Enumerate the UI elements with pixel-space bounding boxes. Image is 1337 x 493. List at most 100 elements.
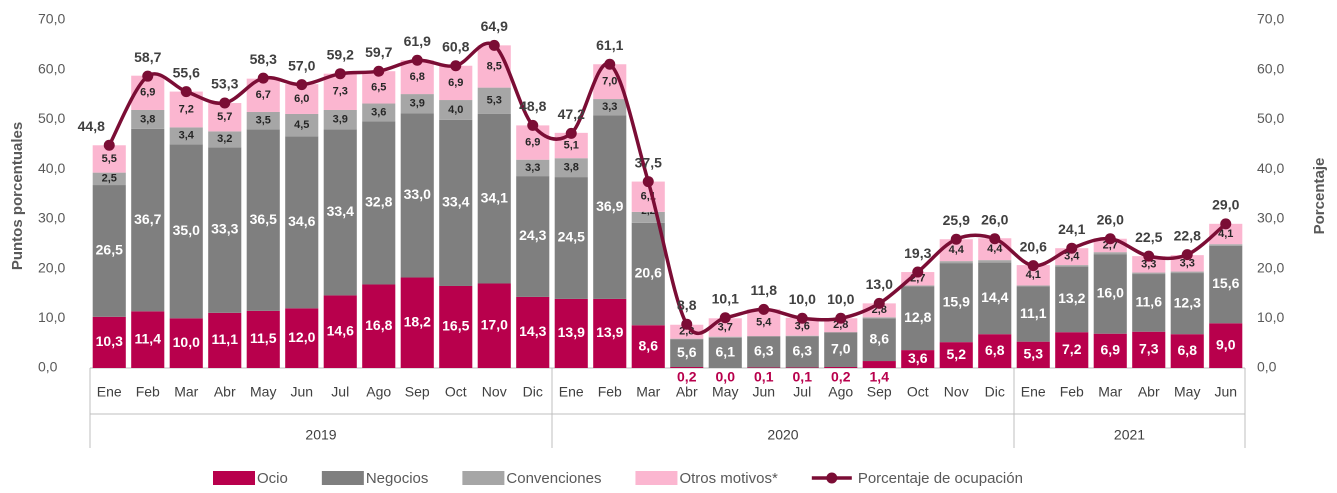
data-label: 6,8 [985,342,1005,358]
data-label: 9,0 [1216,336,1236,352]
data-label: 12,3 [1174,294,1201,310]
x-tick-label: Dic [523,384,543,400]
data-label: 0,2 [831,369,851,385]
data-label: 3,3 [602,101,617,113]
line-label: 57,0 [288,57,315,73]
bar-segment [709,337,742,338]
data-label: 14,3 [519,323,546,339]
line-label: 61,1 [596,37,623,53]
data-label: 6,3 [793,343,813,359]
line-point [1182,249,1193,260]
line-point [1105,233,1116,244]
bar-segment [863,361,896,368]
line-label: 10,0 [789,291,816,307]
data-label: 7,3 [1139,341,1159,357]
x-tick-label: Feb [598,384,622,400]
data-label: 13,2 [1058,290,1085,306]
legend-label: Otros motivos* [679,470,778,487]
line-point [912,267,923,278]
x-tick-label: Ago [366,384,391,400]
data-label: 34,6 [288,213,315,229]
line-point [758,304,769,315]
y-tick-label: 20,0 [38,259,65,275]
data-label: 3,8 [140,113,155,125]
data-label: 5,1 [564,139,579,151]
x-tick-label: Mar [636,384,660,400]
line-point [989,233,1000,244]
line-point [412,55,423,66]
data-label: 11,1 [212,331,239,347]
line-point [181,86,192,97]
x-tick-label: Jun [752,384,775,400]
data-label: 5,6 [677,344,697,360]
y2-tick-label: 40,0 [1257,160,1284,176]
data-label: 36,9 [596,198,623,214]
line-point [373,66,384,77]
line-label: 19,3 [904,245,931,261]
line-point [797,313,808,324]
y-axis-label: Puntos porcentuales [9,122,26,270]
x-tick-label: Mar [1098,384,1122,400]
data-label: 3,8 [564,162,579,174]
line-point [681,319,692,330]
line-label: 10,1 [712,290,739,306]
y2-tick-label: 30,0 [1257,210,1284,226]
line-label: 26,0 [1097,211,1124,227]
x-tick-label: Sep [867,384,892,400]
x-tick-label: Ene [559,384,584,400]
line-point [1028,260,1039,271]
line-label: 61,9 [404,33,431,49]
data-label: 15,9 [943,293,970,309]
data-label: 10,0 [173,334,200,350]
x-tick-label: Abr [676,384,698,400]
line-point [489,40,500,51]
y-tick-label: 40,0 [38,160,65,176]
y-tick-label: 30,0 [38,210,65,226]
line-point [1220,218,1231,229]
data-label: 5,3 [487,95,502,107]
data-label: 11,6 [1136,294,1163,310]
data-label: 8,5 [487,60,502,72]
line-label: 55,6 [173,64,200,80]
line-label: 64,9 [481,18,508,34]
group-label: 2019 [305,427,336,443]
line-label: 59,2 [327,46,354,62]
data-label: 13,9 [558,324,585,340]
y2-tick-label: 10,0 [1257,309,1284,325]
data-label: 32,8 [365,194,392,210]
line-label: 20,6 [1020,238,1047,254]
data-label: 16,8 [365,317,392,333]
line-point [219,98,230,109]
line-point [104,140,115,151]
line-label: 37,5 [635,154,662,170]
line-label: 59,7 [365,44,392,60]
data-label: 13,9 [596,324,623,340]
data-label: 24,3 [519,227,546,243]
line-point [874,298,885,309]
line-point [1143,251,1154,262]
y-tick-label: 60,0 [38,60,65,76]
x-tick-label: Oct [445,384,467,400]
group-label: 2021 [1114,427,1145,443]
data-label: 12,8 [904,309,931,325]
data-label: 3,9 [333,114,348,126]
data-label: 0,2 [677,369,697,385]
legend-swatch [322,471,364,485]
x-tick-label: Jul [331,384,349,400]
data-label: 5,2 [947,346,967,362]
y2-tick-label: 60,0 [1257,60,1284,76]
data-label: 17,0 [481,316,508,332]
line-label: 8,8 [677,297,697,313]
data-label: 4,0 [448,104,463,116]
data-label: 3,5 [256,115,271,127]
data-label: 4,5 [294,119,309,131]
data-label: 33,3 [211,221,238,237]
data-label: 6,5 [371,81,386,93]
data-label: 7,0 [831,340,851,356]
data-label: 0,1 [754,369,774,385]
group-label: 2020 [767,427,798,443]
data-label: 15,6 [1212,275,1239,291]
x-tick-label: Abr [1138,384,1160,400]
legend-swatch [635,471,677,485]
data-label: 3,2 [217,133,232,145]
